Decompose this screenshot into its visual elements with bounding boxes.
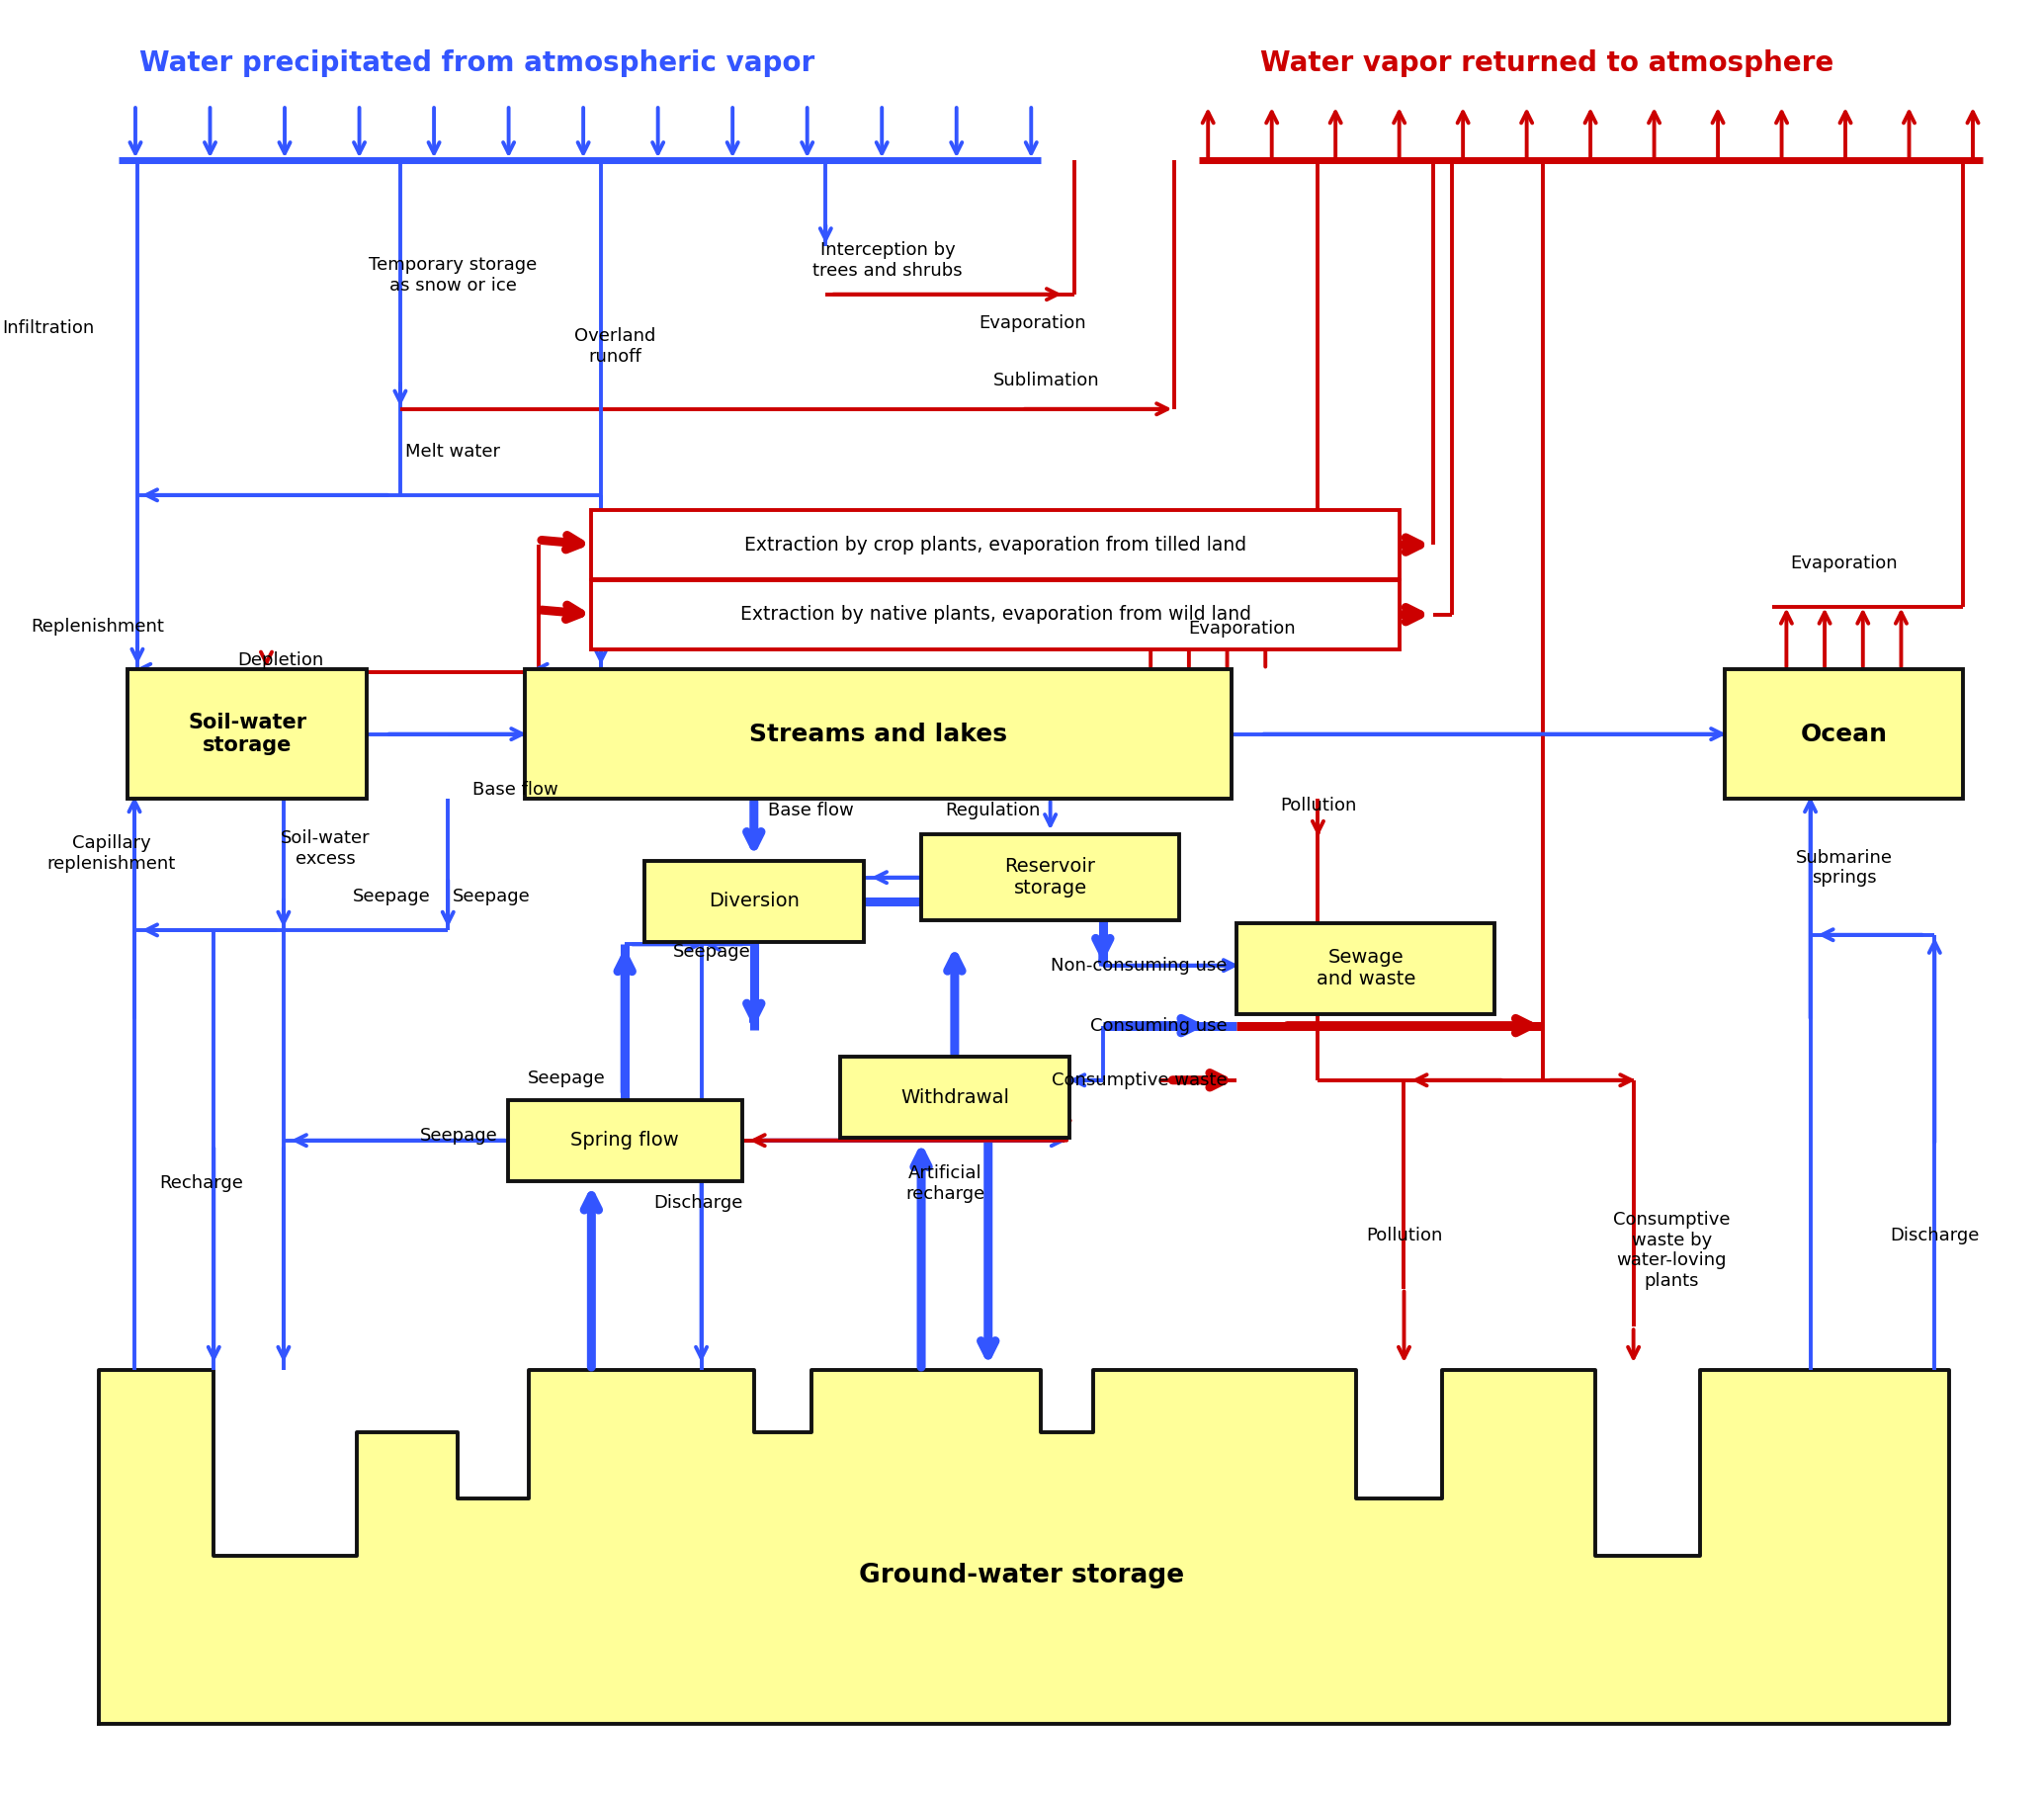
Text: Infiltration: Infiltration	[2, 320, 94, 336]
Text: Overland
runoff: Overland runoff	[574, 327, 656, 366]
FancyBboxPatch shape	[1725, 670, 1964, 799]
Text: Soil-water
storage: Soil-water storage	[188, 713, 307, 756]
Text: Soil-water
excess: Soil-water excess	[280, 830, 370, 867]
Text: Seepage: Seepage	[672, 943, 750, 961]
FancyBboxPatch shape	[525, 670, 1233, 799]
Text: Water vapor returned to atmosphere: Water vapor returned to atmosphere	[1261, 48, 1833, 77]
FancyBboxPatch shape	[922, 835, 1179, 921]
Text: Capillary
replenishment: Capillary replenishment	[47, 835, 176, 873]
Text: Consumptive waste: Consumptive waste	[1051, 1070, 1226, 1088]
Text: Evaporation: Evaporation	[979, 314, 1085, 332]
Text: Submarine
springs: Submarine springs	[1795, 850, 1893, 887]
Text: Consuming use: Consuming use	[1089, 1017, 1226, 1034]
Text: Pollution: Pollution	[1365, 1227, 1443, 1245]
Polygon shape	[98, 1370, 1948, 1724]
Text: Evaporation: Evaporation	[1791, 555, 1897, 573]
Text: Sewage
and waste: Sewage and waste	[1316, 948, 1414, 988]
Text: Ground-water storage: Ground-water storage	[858, 1563, 1183, 1588]
Text: Non-consuming use: Non-consuming use	[1051, 957, 1226, 973]
Text: Evaporation: Evaporation	[1188, 620, 1296, 638]
Text: Discharge: Discharge	[654, 1194, 742, 1211]
FancyBboxPatch shape	[644, 860, 865, 941]
Text: Seepage: Seepage	[527, 1069, 605, 1087]
Text: Withdrawal: Withdrawal	[899, 1088, 1010, 1106]
FancyBboxPatch shape	[840, 1056, 1069, 1139]
Text: Temporary storage
as snow or ice: Temporary storage as snow or ice	[368, 257, 538, 295]
Text: Water precipitated from atmospheric vapor: Water precipitated from atmospheric vapo…	[139, 48, 814, 77]
Text: Seepage: Seepage	[454, 887, 531, 905]
FancyBboxPatch shape	[127, 670, 366, 799]
FancyBboxPatch shape	[591, 510, 1400, 578]
Text: Interception by
trees and shrubs: Interception by trees and shrubs	[814, 242, 963, 280]
Text: Melt water: Melt water	[405, 444, 501, 462]
Text: Spring flow: Spring flow	[570, 1131, 679, 1149]
Text: Sublimation: Sublimation	[993, 372, 1100, 390]
Text: Replenishment: Replenishment	[31, 618, 164, 636]
Text: Extraction by native plants, evaporation from wild land: Extraction by native plants, evaporation…	[740, 605, 1251, 623]
Text: Regulation: Regulation	[946, 801, 1040, 819]
Text: Consumptive
waste by
water-loving
plants: Consumptive waste by water-loving plants	[1613, 1211, 1731, 1290]
Text: Recharge: Recharge	[159, 1175, 243, 1193]
Text: Pollution: Pollution	[1280, 797, 1357, 815]
Text: Depletion: Depletion	[237, 652, 323, 670]
Text: Diversion: Diversion	[709, 893, 799, 911]
Text: Streams and lakes: Streams and lakes	[750, 722, 1008, 745]
FancyBboxPatch shape	[1237, 923, 1494, 1013]
Text: Ocean: Ocean	[1801, 722, 1887, 745]
Text: Discharge: Discharge	[1891, 1227, 1979, 1245]
Text: Base flow: Base flow	[769, 801, 854, 819]
Text: Base flow: Base flow	[472, 781, 558, 799]
Text: Seepage: Seepage	[352, 887, 429, 905]
Text: Extraction by crop plants, evaporation from tilled land: Extraction by crop plants, evaporation f…	[744, 535, 1247, 555]
FancyBboxPatch shape	[591, 580, 1400, 648]
Text: Seepage: Seepage	[421, 1126, 499, 1144]
FancyBboxPatch shape	[507, 1099, 742, 1182]
Text: Reservoir
storage: Reservoir storage	[1006, 857, 1096, 898]
Text: Artificial
recharge: Artificial recharge	[905, 1164, 985, 1203]
